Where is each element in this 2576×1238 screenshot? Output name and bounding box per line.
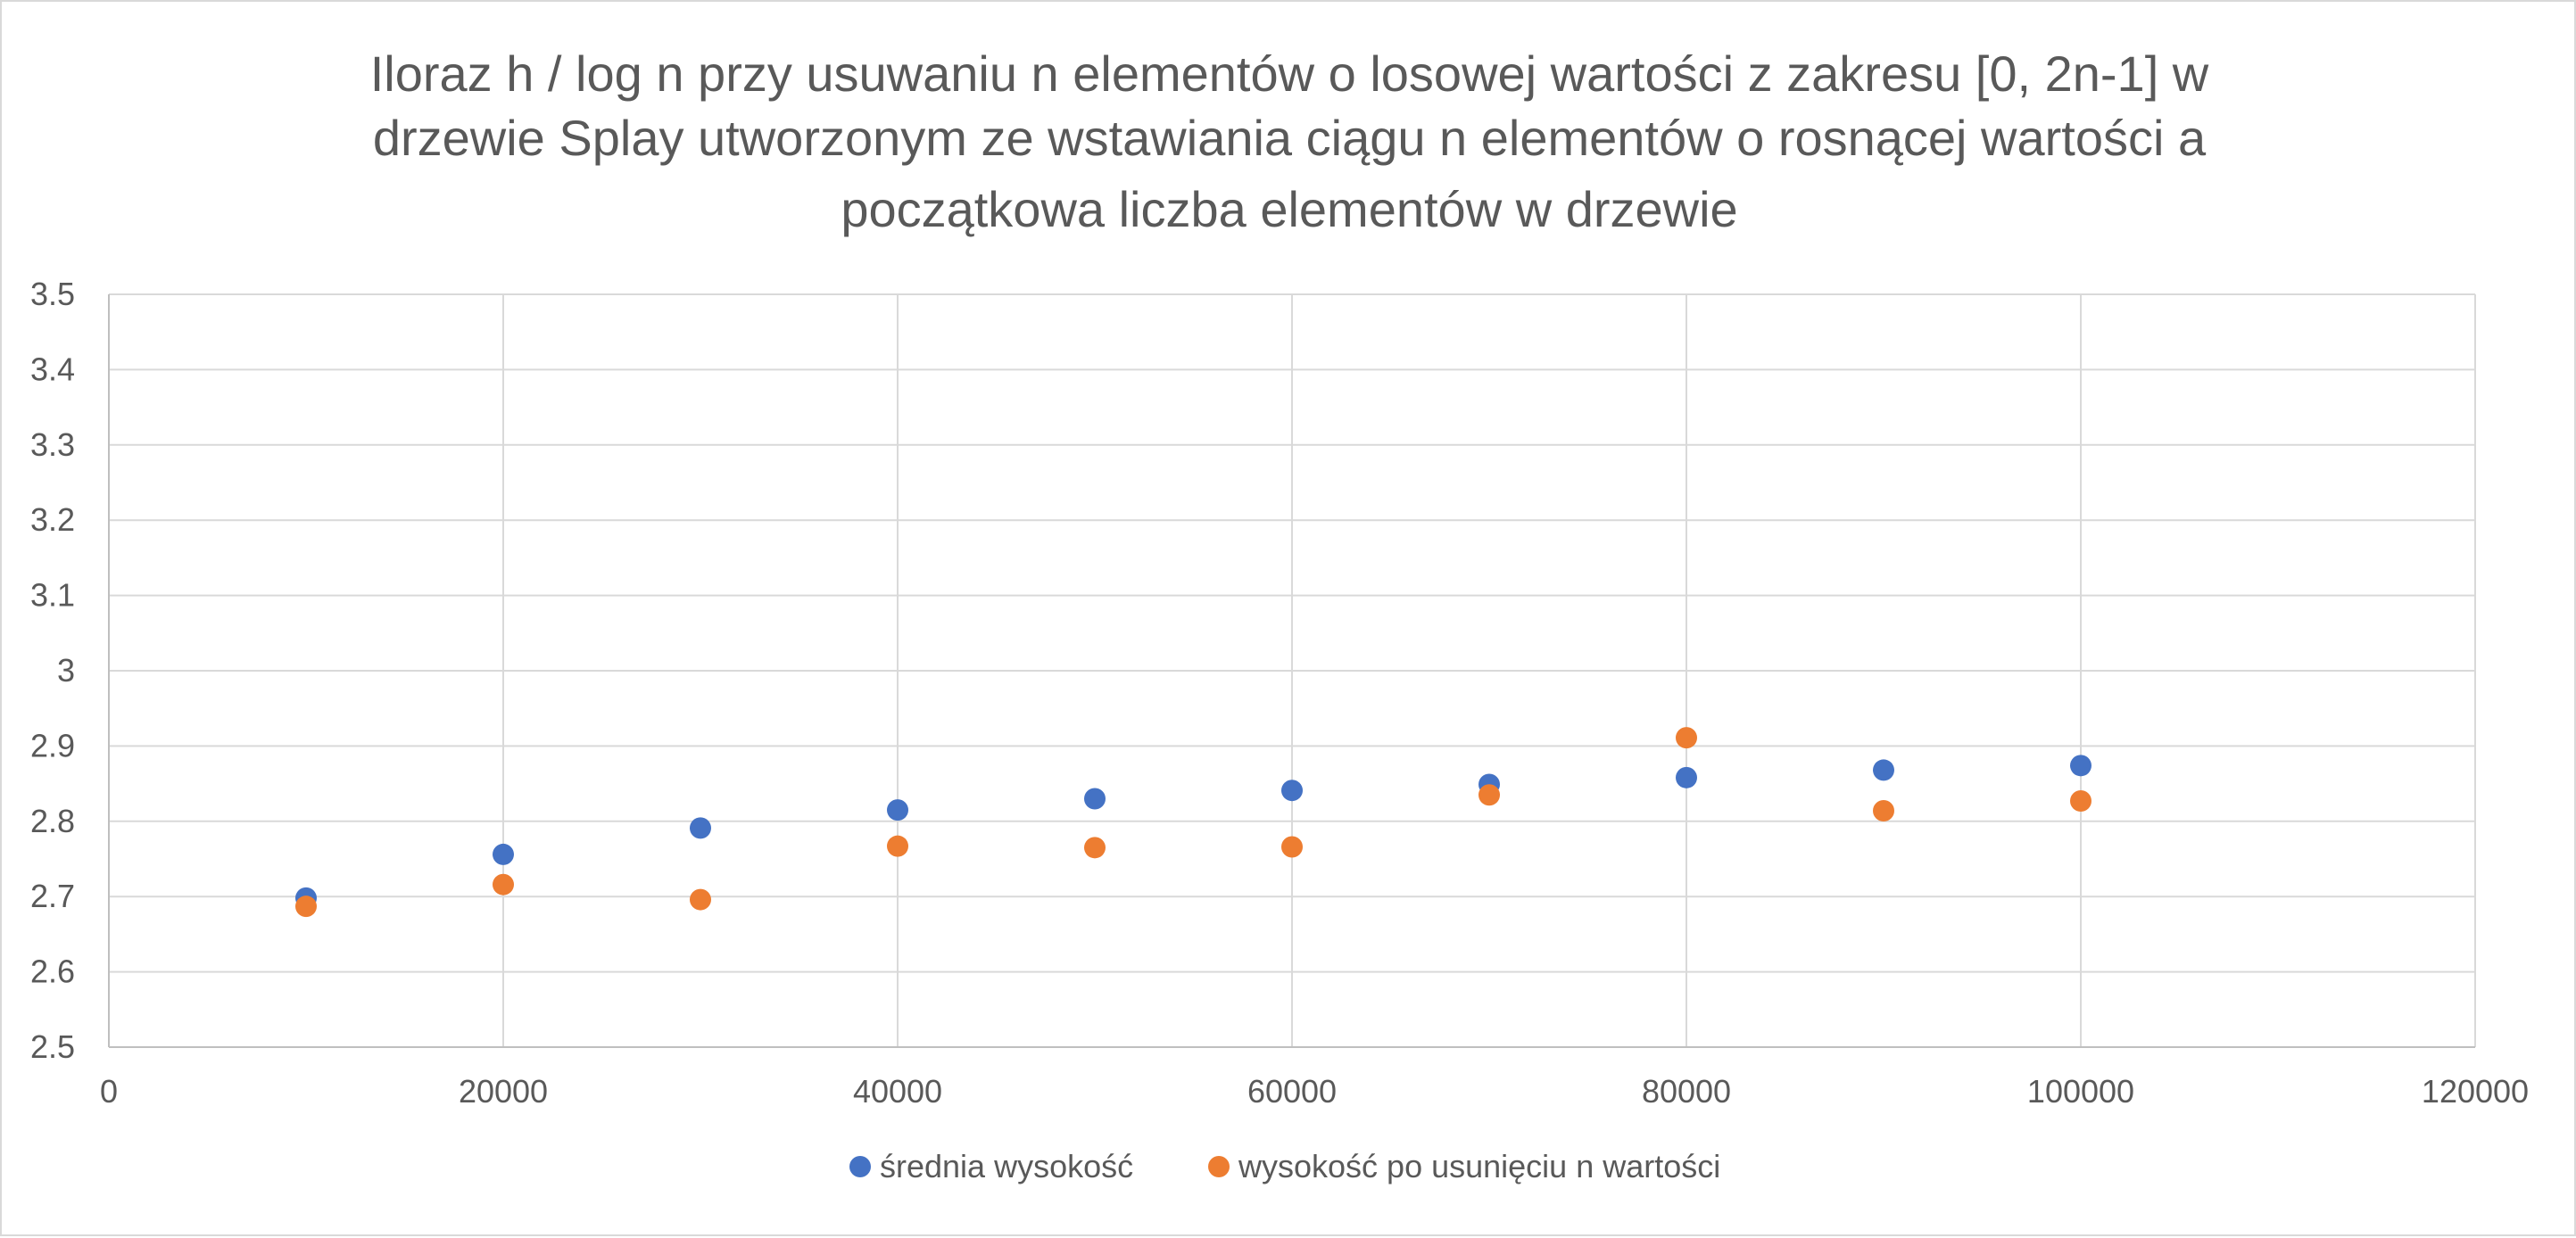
legend-label-series-2: wysokość po usunięciu n wartości	[1238, 1148, 1720, 1184]
series-2-point	[493, 873, 514, 895]
series-1-point	[887, 799, 908, 821]
y-tick-label: 3.5	[30, 276, 75, 312]
legend-marker-series-1	[849, 1156, 871, 1177]
series-1-point	[2070, 755, 2091, 777]
y-tick-label: 2.7	[30, 878, 75, 914]
series-2-point	[1873, 799, 1894, 821]
series-2-point	[887, 835, 908, 857]
series-2-points	[295, 727, 2091, 918]
y-axis-tick-labels: 2.5 2.6 2.7 2.8 2.9 3 3.1 3.2 3.3 3.4 3.5	[30, 276, 75, 1065]
series-2-point	[295, 895, 317, 918]
x-tick-label: 60000	[1247, 1073, 1337, 1110]
x-tick-label: 100000	[2027, 1073, 2134, 1110]
series-1-point	[1084, 788, 1106, 810]
x-axis-tick-labels: 0 20000 40000 60000 80000 100000 120000	[100, 1073, 2529, 1110]
y-tick-label: 3.3	[30, 426, 75, 463]
series-2-point	[1281, 836, 1303, 858]
series-1-point	[1873, 759, 1894, 781]
x-tick-label: 120000	[2422, 1073, 2529, 1110]
data-points	[295, 727, 2091, 918]
y-tick-label: 2.8	[30, 803, 75, 839]
x-tick-label: 40000	[853, 1073, 942, 1110]
legend-marker-series-2	[1208, 1156, 1230, 1177]
y-tick-label: 2.6	[30, 953, 75, 990]
legend: średnia wysokość wysokość po usunięciu n …	[849, 1148, 1720, 1184]
series-1-points	[295, 755, 2091, 909]
chart-title-line-2: drzewie Splay utworzonym ze wstawiania c…	[373, 110, 2207, 166]
y-tick-label: 3.4	[30, 351, 75, 387]
series-2-point	[1479, 784, 1500, 806]
series-1-point	[1676, 766, 1697, 788]
gridlines	[109, 293, 2476, 1047]
y-tick-label: 2.5	[30, 1028, 75, 1065]
y-tick-label: 2.9	[30, 727, 75, 763]
series-2-point	[2070, 790, 2091, 813]
series-2-point	[1676, 727, 1697, 749]
chart-title-line-1: Iloraz h / log n przy usuwaniu n element…	[370, 45, 2209, 102]
series-1-point	[690, 817, 711, 839]
chart-title-line-3: początkowa liczba elementów w drzewie	[841, 181, 1737, 237]
series-1-point	[1281, 780, 1303, 802]
x-tick-label: 0	[100, 1073, 118, 1110]
chart-title: Iloraz h / log n przy usuwaniu n element…	[370, 45, 2209, 237]
series-1-point	[493, 843, 514, 865]
y-tick-label: 3	[57, 652, 75, 689]
legend-label-series-1: średnia wysokość	[880, 1148, 1133, 1184]
axes	[108, 294, 2475, 1048]
series-2-point	[1084, 837, 1106, 859]
y-tick-label: 3.1	[30, 577, 75, 614]
x-tick-label: 20000	[459, 1073, 548, 1110]
x-tick-label: 80000	[1642, 1073, 1731, 1110]
series-2-point	[690, 888, 711, 911]
y-tick-label: 3.2	[30, 501, 75, 538]
